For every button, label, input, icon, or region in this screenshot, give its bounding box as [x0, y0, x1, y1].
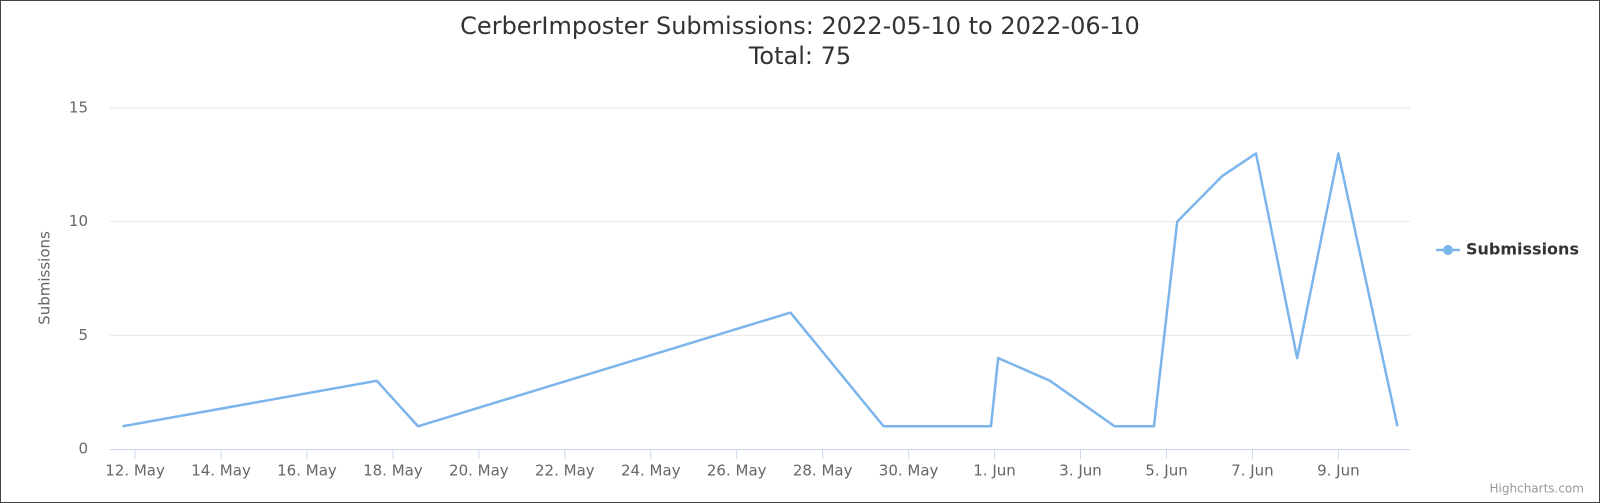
x-tick-label: 14. May: [191, 462, 251, 480]
x-tick-label: 22. May: [535, 462, 595, 480]
x-tick-label: 1. Jun: [973, 462, 1016, 480]
credits: Highcharts.com: [1490, 482, 1584, 496]
y-tick-label: 0: [78, 440, 88, 458]
x-tick-label: 24. May: [621, 462, 681, 480]
y-axis-label: Submissions: [36, 231, 54, 325]
x-tick-label: 28. May: [793, 462, 853, 480]
x-tick-label: 18. May: [363, 462, 423, 480]
series-line: [122, 152, 1399, 428]
x-tick-label: 9. Jun: [1317, 462, 1360, 480]
legend-label: Submissions: [1466, 240, 1579, 259]
x-tick-label: 20. May: [449, 462, 509, 480]
y-tick-label: 10: [69, 212, 88, 230]
x-tick-label: 5. Jun: [1145, 462, 1188, 480]
chart-subtitle: Total: 75: [748, 42, 851, 70]
x-tick-label: 26. May: [707, 462, 767, 480]
y-tick-label: 15: [69, 99, 88, 117]
x-tick-label: 12. May: [105, 462, 165, 480]
x-tick-label: 7. Jun: [1231, 462, 1274, 480]
x-tick-label: 30. May: [879, 462, 939, 480]
x-tick-label: 16. May: [277, 462, 337, 480]
x-tick-label: 3. Jun: [1059, 462, 1102, 480]
chart-title: CerberImposter Submissions: 2022-05-10 t…: [460, 12, 1140, 40]
legend-marker: [1443, 245, 1453, 255]
y-tick-label: 5: [78, 326, 88, 344]
